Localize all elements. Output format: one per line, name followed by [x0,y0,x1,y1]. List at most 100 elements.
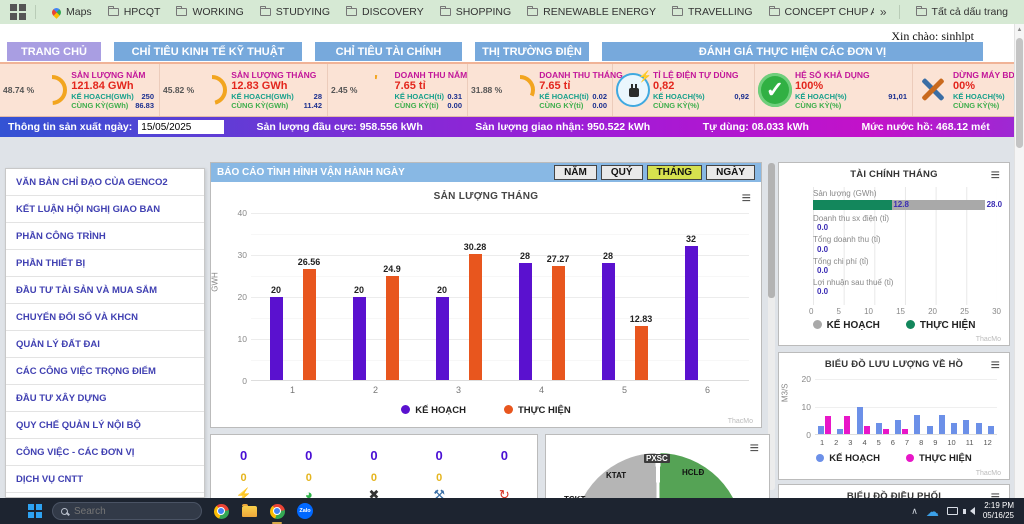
chrome-active-icon[interactable] [268,502,286,524]
bar [818,425,825,434]
finance-zero-value: 0.0 [817,244,829,254]
browser-scrollbar-thumb[interactable] [1016,38,1023,148]
x-tick-label: 0 [809,307,814,316]
legend-dot [812,320,822,329]
inflow-chart: 0 10 20 M3/S 1 2 3 4 5 6 7 8 9 10 11 12 [781,374,997,447]
x-tick-label: 4 [862,438,867,447]
inflow-chart-ylabel: M3/S [780,383,790,403]
chrome-icon[interactable] [212,502,230,520]
finance-row: Sản lượng (GWh) 12.8 28.0 [813,189,1002,211]
tab-groups-icon[interactable] [10,4,17,11]
taskbar-search[interactable] [52,502,202,520]
chart-menu-icon[interactable] [991,360,1000,372]
windows-start-icon[interactable] [28,504,34,510]
bar-value-label: 20 [436,284,448,295]
bar-value-label: 12.83 [629,314,653,325]
browser-scrollbar-track[interactable]: ▲ [1014,24,1024,498]
chart-menu-icon[interactable] [742,193,751,205]
kpi-title: DOANH THU NĂM [394,69,468,80]
gauge-arc-icon [505,75,536,105]
system-tray: ∧ ☁ 2:19 PM 05/16/25 [911,501,1014,522]
y-tick-label: 20 [801,374,811,384]
bookmarks-bar: Maps HPCQT WORKING STUDYING DISCOVERY SHOPPIN… [0,0,1024,24]
sidebar-item[interactable]: ĐẦU TƯ XÂY DỰNG [6,385,204,412]
bookmark-item[interactable]: DISCOVERY [338,3,432,21]
onedrive-icon[interactable]: ☁ [925,503,939,519]
sidebar-item[interactable]: VĂN BẢN CHỈ ĐẠO CỦA GENCO2 [6,169,204,196]
bar-slot: 20 [352,213,366,380]
bar-group [975,379,982,434]
chart-menu-icon[interactable] [991,170,1000,182]
zalo-icon[interactable]: Zalo [296,502,314,520]
kpi-plan-row: KẾ HOẠCH(%) 91,01 [795,92,907,101]
nav-tab[interactable]: THỊ TRƯỜNG ĐIỆN [475,42,589,61]
bar-slot [938,379,945,434]
bookmarks-overflow-chevron[interactable]: » [879,5,887,19]
nav-tab[interactable]: CHỈ TIÊU TÀI CHÍNH [315,42,462,61]
nav-tab[interactable]: CHỈ TIÊU KINH TẾ KỸ THUẬT [114,42,302,61]
sidebar-item[interactable]: CÔNG VIỆC - CÁC ĐƠN VỊ [6,439,204,466]
bar [975,423,982,434]
bar-value-label: 28 [519,251,531,262]
bar [987,425,994,434]
speaker-icon[interactable] [962,507,975,515]
network-icon[interactable] [946,507,958,515]
sidebar-item[interactable]: CÁC CÔNG VIỆC TRỌNG ĐIỂM [6,358,204,385]
bar [882,428,889,434]
production-date-input[interactable] [138,120,225,134]
bookmark-item[interactable]: CONCEPT CHUP A.. [761,3,874,21]
period-button[interactable]: NGÀY [706,165,755,180]
kpi-plan-label: KẾ HOẠCH(%) [953,92,1005,102]
kpi-same-row: CÙNG KỲ(tỉ) 0.00 [394,101,462,110]
bookmark-item[interactable]: SHOPPING [432,3,519,21]
search-input[interactable] [74,505,193,517]
bar-slot [882,379,889,434]
stat-column: 0 ↻ [482,448,526,523]
bar: 30.28 [464,242,486,380]
scrollbar-up-arrow[interactable]: ▲ [1016,27,1023,33]
kpi-value: 12.83 GWh [231,79,288,92]
taskbar-clock[interactable]: 2:19 PM 05/16/25 [983,501,1014,522]
sidebar-item[interactable]: QUY CHẾ QUẢN LÝ NỘI BỘ [6,412,204,439]
bookmark-item[interactable]: Maps [44,3,100,21]
bookmark-item[interactable]: RENEWABLE ENERGY [519,3,664,21]
period-button[interactable]: THÁNG [646,165,703,180]
kpi-same-row: CÙNG KỲ(%) [653,101,749,110]
greeting-text: Xin chào: sinhlpt [891,29,974,43]
nav-tab[interactable]: TRANG CHỦ [7,42,101,61]
bar [875,423,882,434]
stat-column: 0 0 ✖ [352,448,396,523]
x-tick-label: 25 [960,307,969,316]
bar-value-label: 20 [270,284,282,295]
x-tick-label: 11 [965,438,974,447]
kpi-plan-value: 0.02 [592,92,607,102]
bookmark-item[interactable]: TRAVELLING [664,3,761,21]
bar-value-label: 30.28 [463,241,487,252]
all-bookmarks-button[interactable]: Tất cả dấu trang [908,3,1016,21]
sidebar-item[interactable]: CHUYỂN ĐỔI SỐ VÀ KHCN [6,304,204,331]
bookmark-item[interactable]: WORKING [168,3,251,21]
bookmark-item[interactable]: HPCQT [100,3,169,21]
sidebar-item[interactable]: QUẢN LÝ ĐẤT ĐAI [6,331,204,358]
stat-bottom-value: 0 [436,472,443,484]
sidebar-item[interactable]: PHẦN THIẾT BỊ [6,250,204,277]
hidden-icons-chevron[interactable]: ∧ [911,505,918,516]
sidebar-item[interactable]: KẾT LUẬN HỘI NGHỊ GIAO BAN [6,196,204,223]
sidebar-item[interactable]: PHẦN CÔNG TRÌNH [6,223,204,250]
stat-bottom-value: 0 [305,472,312,484]
page-scrollbar-thumb[interactable] [768,163,775,298]
kpi-card: 2.45 % DOANH THU NĂM 7.65 tỉ KẾ HOẠCH(tỉ) 0.… [328,64,468,116]
page-scrollbar-track[interactable] [768,163,775,490]
sidebar-item[interactable]: DỊCH VỤ CNTT [6,466,204,493]
period-button[interactable]: NĂM [554,165,597,180]
nav-tab[interactable]: ĐÁNH GIÁ THỰC HIỆN CÁC ĐƠN VỊ [602,42,983,61]
period-button[interactable]: QUÝ [600,165,643,180]
file-explorer-icon[interactable] [240,502,258,520]
chart-menu-icon[interactable] [750,443,759,455]
sidebar-item[interactable]: ĐẦU TƯ TÀI SẢN VÀ MUA SẮM [6,277,204,304]
bookmark-item[interactable]: STUDYING [252,3,338,21]
kpi-plan-row: KẾ HOẠCH(GWh) 28 [231,92,322,101]
clock-time: 2:19 PM [984,500,1014,510]
bar-group [837,379,851,434]
kpi-value: 0,82 [653,79,675,92]
